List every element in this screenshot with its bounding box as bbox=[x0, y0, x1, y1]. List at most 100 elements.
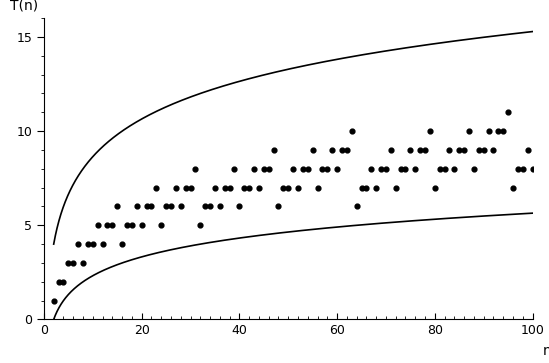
Point bbox=[196, 223, 205, 228]
Point bbox=[161, 204, 170, 209]
Point bbox=[425, 128, 434, 134]
Point bbox=[69, 260, 77, 266]
Point bbox=[479, 147, 488, 153]
Point bbox=[215, 204, 224, 209]
Point bbox=[362, 185, 371, 191]
Point bbox=[401, 166, 410, 172]
Point bbox=[421, 147, 429, 153]
Point bbox=[450, 166, 459, 172]
Point bbox=[181, 185, 190, 191]
Point bbox=[206, 204, 215, 209]
Point bbox=[127, 223, 136, 228]
Point bbox=[377, 166, 385, 172]
Point bbox=[230, 166, 239, 172]
Point bbox=[191, 166, 200, 172]
Point bbox=[274, 204, 283, 209]
Point bbox=[113, 204, 122, 209]
Point bbox=[220, 185, 229, 191]
Point bbox=[323, 166, 332, 172]
Point bbox=[499, 128, 508, 134]
Point bbox=[328, 147, 337, 153]
Point bbox=[455, 147, 463, 153]
Point bbox=[372, 185, 380, 191]
Point bbox=[152, 185, 161, 191]
Point bbox=[313, 185, 322, 191]
Point bbox=[489, 147, 498, 153]
Point bbox=[176, 204, 185, 209]
Point bbox=[484, 128, 493, 134]
Point bbox=[348, 128, 356, 134]
Point bbox=[54, 279, 63, 285]
Point bbox=[430, 185, 439, 191]
Point bbox=[142, 204, 151, 209]
Point bbox=[137, 223, 146, 228]
Point bbox=[259, 166, 268, 172]
Point bbox=[338, 147, 346, 153]
Point bbox=[352, 204, 361, 209]
Point bbox=[186, 185, 195, 191]
Point bbox=[289, 166, 298, 172]
Point bbox=[245, 185, 254, 191]
Point bbox=[508, 185, 517, 191]
Point bbox=[435, 166, 444, 172]
Point bbox=[201, 204, 210, 209]
Point bbox=[299, 166, 307, 172]
Point bbox=[279, 185, 288, 191]
Point bbox=[386, 147, 395, 153]
Point bbox=[284, 185, 293, 191]
Point bbox=[440, 166, 449, 172]
Point bbox=[240, 185, 249, 191]
Point bbox=[64, 260, 72, 266]
Point bbox=[411, 166, 419, 172]
Point bbox=[264, 166, 273, 172]
Point bbox=[108, 223, 117, 228]
Point bbox=[74, 241, 82, 247]
Point bbox=[309, 147, 317, 153]
Point bbox=[294, 185, 302, 191]
Point bbox=[469, 166, 478, 172]
Point bbox=[343, 147, 351, 153]
Point bbox=[396, 166, 405, 172]
Point bbox=[93, 223, 102, 228]
Point bbox=[255, 185, 264, 191]
Point bbox=[406, 147, 415, 153]
Point bbox=[382, 166, 390, 172]
Point bbox=[98, 241, 107, 247]
Point bbox=[494, 128, 503, 134]
Point bbox=[333, 166, 341, 172]
Text: T(n): T(n) bbox=[10, 0, 38, 12]
Point bbox=[132, 204, 141, 209]
Point bbox=[304, 166, 312, 172]
Point bbox=[464, 128, 473, 134]
Point bbox=[171, 185, 180, 191]
Point bbox=[49, 298, 58, 303]
Point bbox=[523, 147, 532, 153]
Point bbox=[83, 241, 92, 247]
Point bbox=[210, 185, 219, 191]
Point bbox=[357, 185, 366, 191]
Point bbox=[504, 109, 513, 115]
Point bbox=[391, 185, 400, 191]
Point bbox=[318, 166, 327, 172]
Point bbox=[445, 147, 454, 153]
Point bbox=[166, 204, 175, 209]
Point bbox=[250, 166, 259, 172]
Point bbox=[147, 204, 156, 209]
Point bbox=[59, 279, 68, 285]
Point bbox=[235, 204, 244, 209]
Point bbox=[117, 241, 126, 247]
Point bbox=[460, 147, 468, 153]
Point bbox=[122, 223, 131, 228]
Text: n: n bbox=[542, 343, 549, 358]
Point bbox=[103, 223, 112, 228]
Point bbox=[88, 241, 97, 247]
Point bbox=[269, 147, 278, 153]
Point bbox=[416, 147, 424, 153]
Point bbox=[225, 185, 234, 191]
Point bbox=[528, 166, 537, 172]
Point bbox=[367, 166, 376, 172]
Point bbox=[474, 147, 483, 153]
Point bbox=[79, 260, 87, 266]
Point bbox=[513, 166, 522, 172]
Point bbox=[518, 166, 527, 172]
